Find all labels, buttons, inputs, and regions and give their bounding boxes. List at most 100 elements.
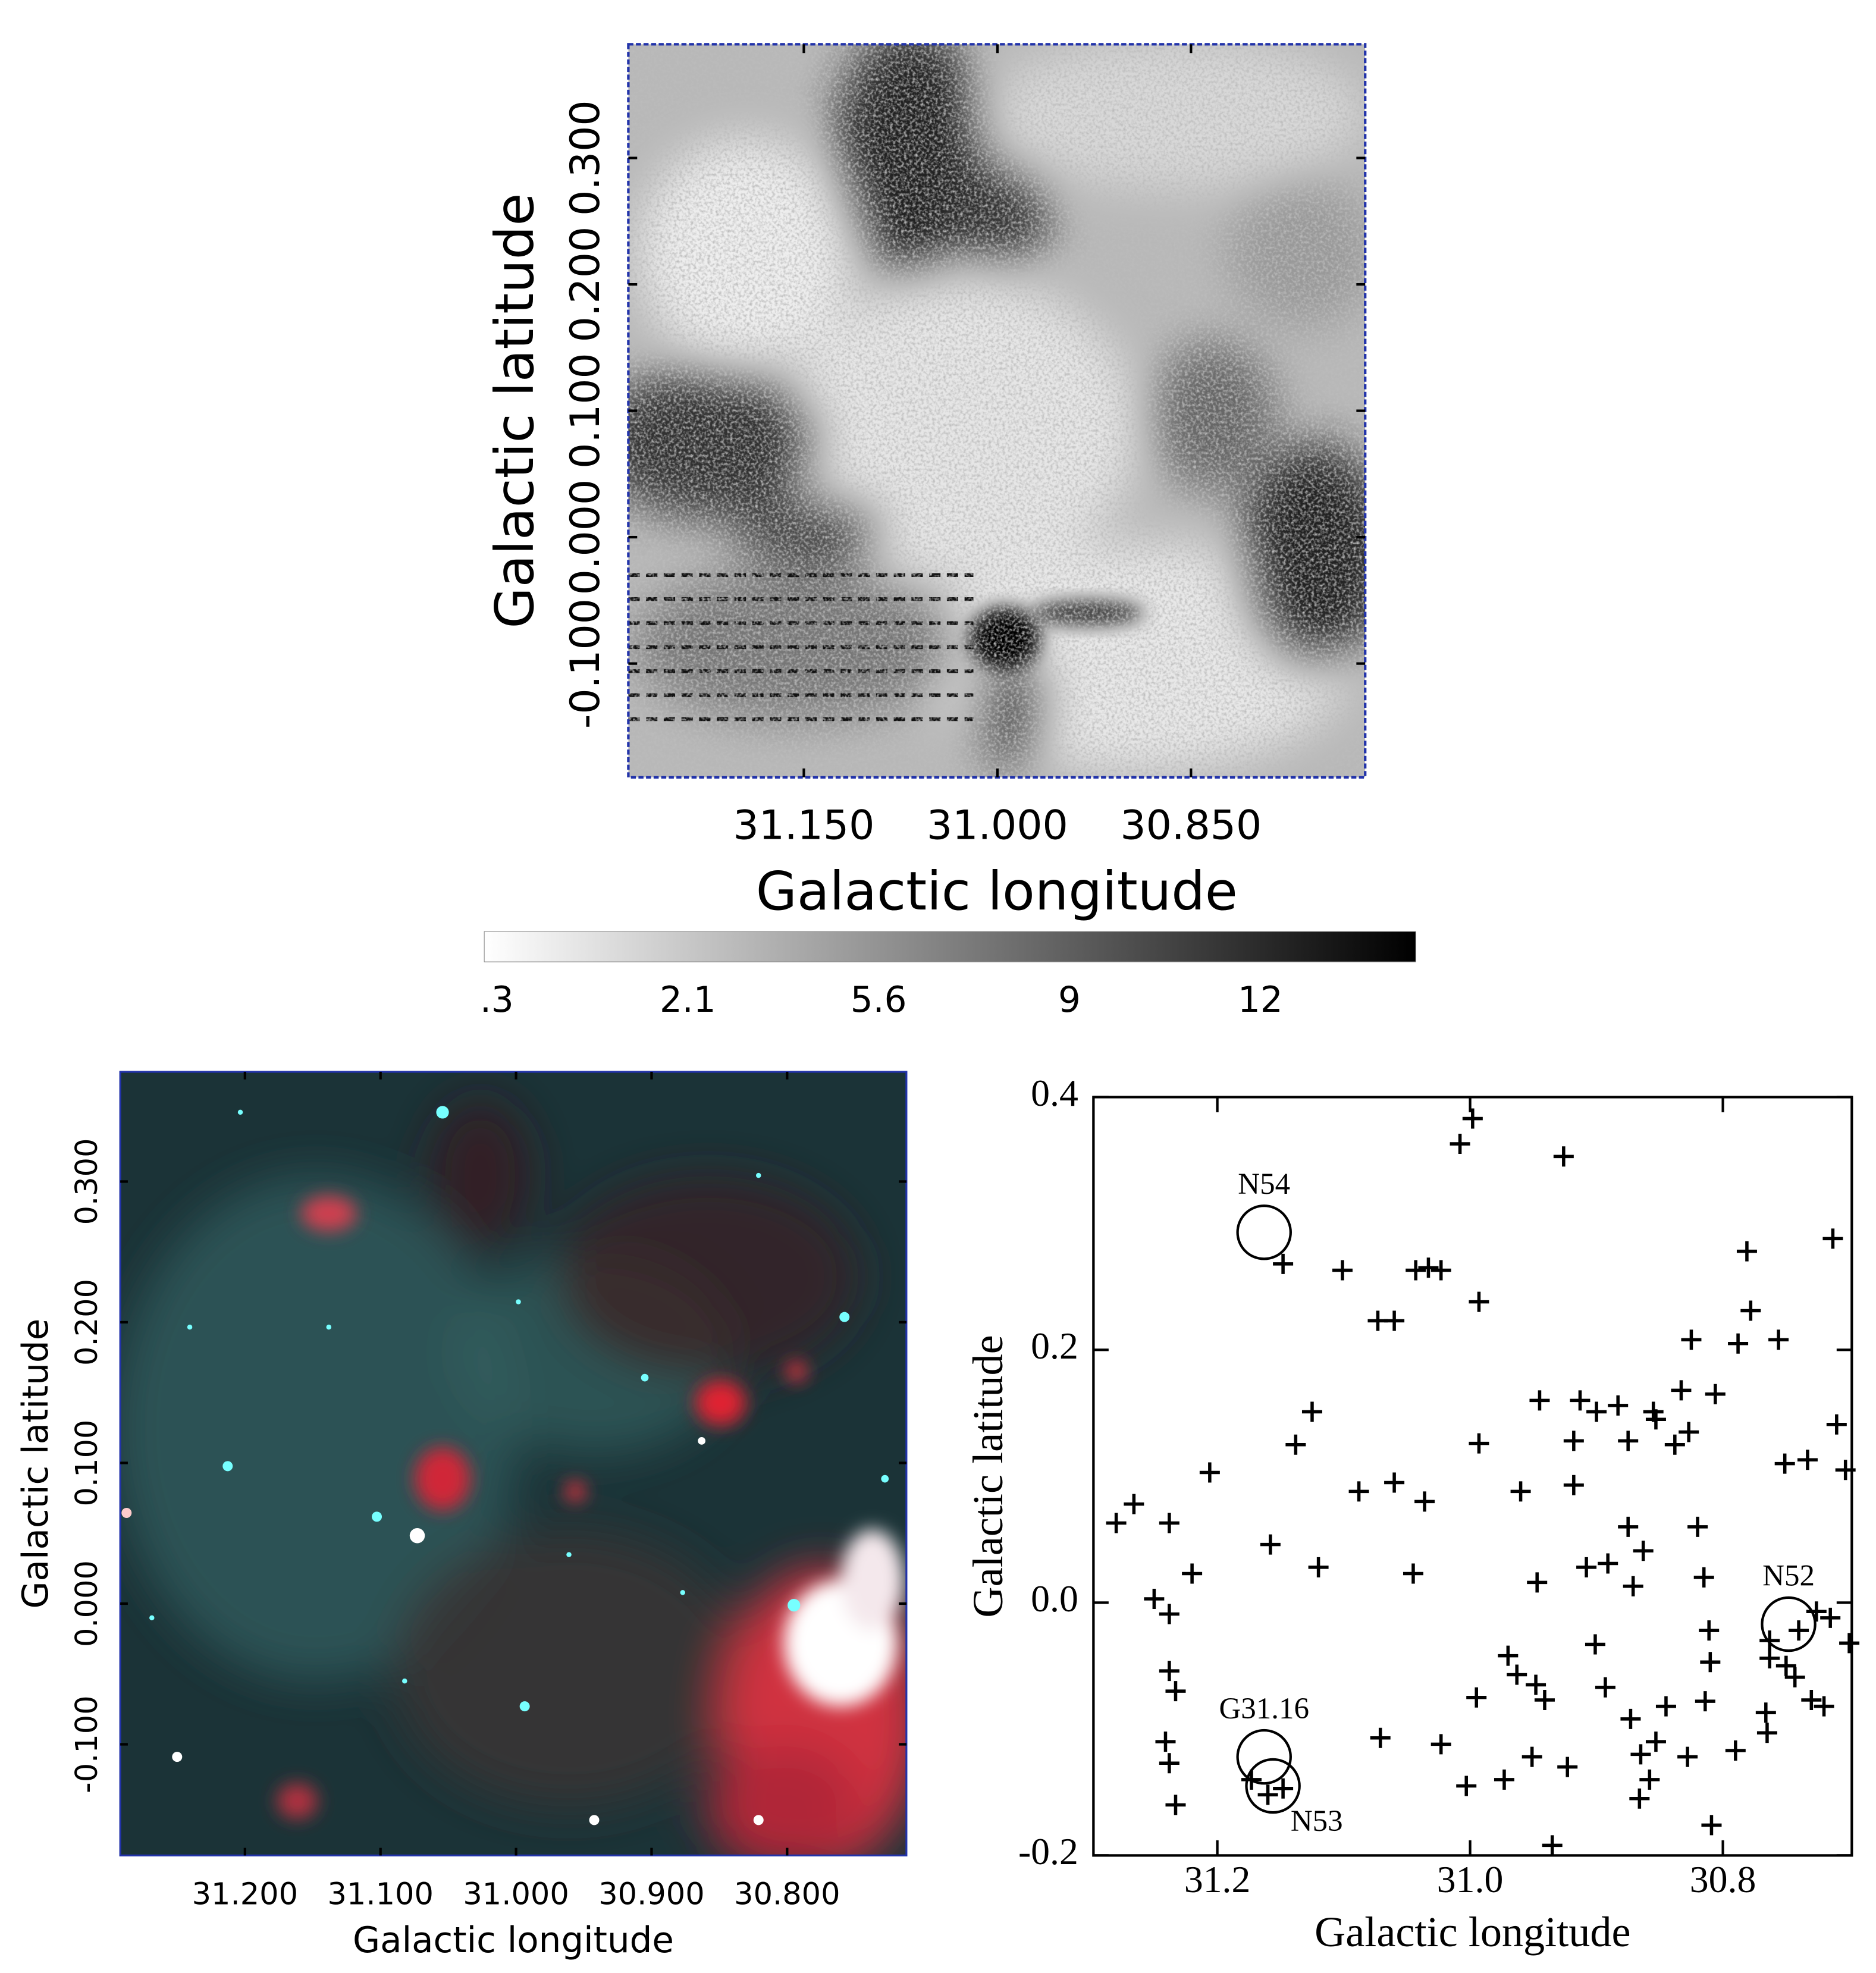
- rgb-image: [120, 1071, 906, 1856]
- region-label: N54: [1238, 1168, 1290, 1201]
- cross-marker: [1664, 1434, 1685, 1455]
- x-tick-label: 31.000: [927, 802, 1068, 849]
- cross-marker: [1595, 1677, 1615, 1698]
- cross-marker: [1257, 1784, 1278, 1805]
- x-tick-label: 31.2: [1184, 1858, 1251, 1900]
- cross-marker: [1348, 1481, 1369, 1502]
- cross-marker: [1784, 1667, 1805, 1687]
- y-tick-label: 0.100: [562, 353, 609, 469]
- plot-frame: [1092, 1096, 1853, 1857]
- y-axis-label: Galactic latitude: [484, 193, 546, 629]
- cross-marker: [1740, 1300, 1761, 1321]
- y-tick-label: 0.4: [1031, 1072, 1078, 1114]
- cross-marker: [1469, 1291, 1489, 1312]
- cross-marker: [1534, 1690, 1555, 1711]
- x-tick-label: 30.800: [734, 1877, 840, 1912]
- y-axis-label: Galactic latitude: [15, 1319, 57, 1609]
- colorbar-label: .3: [480, 980, 514, 1021]
- cross-marker: [1526, 1674, 1546, 1695]
- cross-marker: [1806, 1601, 1827, 1622]
- x-tick-label: 31.150: [733, 802, 875, 849]
- cross-marker: [1260, 1534, 1281, 1555]
- x-tick-label: 30.900: [598, 1877, 704, 1912]
- cross-marker: [1182, 1563, 1203, 1584]
- cross-marker: [1165, 1681, 1186, 1702]
- cross-marker: [1199, 1462, 1220, 1483]
- cross-marker: [1308, 1557, 1329, 1577]
- cross-marker: [1106, 1513, 1127, 1533]
- cross-marker: [1165, 1795, 1186, 1815]
- cross-marker: [1494, 1769, 1514, 1790]
- cross-marker: [1598, 1553, 1618, 1574]
- cross-marker: [1755, 1702, 1776, 1723]
- cross-marker: [1159, 1513, 1179, 1533]
- cross-marker: [1557, 1756, 1578, 1777]
- cross-marker: [1384, 1310, 1405, 1331]
- cross-marker: [1618, 1431, 1639, 1451]
- x-axis-label: Galactic longitude: [1315, 1908, 1631, 1956]
- cross-marker: [1510, 1481, 1531, 1502]
- cross-marker: [1527, 1572, 1548, 1593]
- cross-marker: [1430, 1734, 1451, 1755]
- cross-marker: [1301, 1401, 1322, 1422]
- region-label: G31.16: [1219, 1692, 1309, 1726]
- cross-marker: [1620, 1708, 1641, 1729]
- cross-marker: [1507, 1664, 1527, 1685]
- cross-marker: [1736, 1241, 1757, 1262]
- cross-marker: [1144, 1589, 1165, 1610]
- y-tick-label: 0.300: [70, 1138, 105, 1225]
- cross-marker: [1586, 1401, 1607, 1422]
- cross-marker: [1456, 1776, 1477, 1796]
- cross-marker: [1655, 1696, 1676, 1717]
- cross-marker: [1759, 1648, 1780, 1668]
- cross-marker: [1332, 1260, 1353, 1281]
- cross-marker: [1695, 1691, 1715, 1712]
- cross-marker: [1403, 1563, 1423, 1584]
- cross-marker: [1159, 1661, 1179, 1682]
- cross-marker: [1414, 1491, 1435, 1512]
- colorbar-label: 2.1: [660, 980, 716, 1021]
- cross-marker: [1563, 1475, 1584, 1495]
- cross-marker: [1406, 1260, 1426, 1281]
- cross-marker: [1529, 1390, 1550, 1411]
- colorbar: [484, 931, 1416, 962]
- cross-marker: [1835, 1460, 1856, 1480]
- cross-marker: [1728, 1333, 1749, 1354]
- cross-marker: [1629, 1788, 1650, 1809]
- cross-marker: [1430, 1260, 1451, 1281]
- cross-marker: [1705, 1384, 1726, 1404]
- cross-marker: [1797, 1450, 1818, 1470]
- cross-marker: [1645, 1732, 1666, 1752]
- cross-marker: [1768, 1329, 1789, 1350]
- y-axis-label: Galactic latitude: [964, 1335, 1012, 1617]
- colorbar-label: 12: [1238, 980, 1283, 1021]
- region-circle: [1761, 1596, 1817, 1652]
- y-tick-label: 0.100: [70, 1419, 105, 1506]
- cross-marker: [1801, 1690, 1822, 1711]
- cross-marker: [1570, 1390, 1590, 1411]
- cross-marker: [1618, 1516, 1639, 1537]
- y-tick-label: -0.2: [1018, 1830, 1078, 1872]
- cross-marker: [1630, 1744, 1651, 1765]
- cross-marker: [1701, 1815, 1722, 1836]
- cross-marker: [1466, 1687, 1487, 1708]
- cross-marker: [1839, 1633, 1860, 1654]
- cross-marker: [1789, 1620, 1809, 1641]
- cross-marker: [1370, 1727, 1391, 1748]
- cross-marker: [1418, 1257, 1439, 1278]
- x-axis-label: Galactic longitude: [353, 1920, 674, 1961]
- cross-marker: [1542, 1835, 1563, 1856]
- y-tick-label: 0.2: [1031, 1325, 1078, 1367]
- x-tick-label: 31.000: [463, 1877, 569, 1912]
- cross-marker: [1273, 1778, 1294, 1799]
- x-tick-label: 31.100: [328, 1877, 434, 1912]
- x-tick-label: 31.0: [1437, 1858, 1504, 1900]
- cross-marker: [1725, 1740, 1746, 1761]
- cross-marker: [1159, 1604, 1179, 1624]
- cross-marker: [1679, 1422, 1699, 1442]
- cross-marker: [1553, 1146, 1574, 1167]
- y-tick-label: 0.000: [70, 1560, 105, 1647]
- x-tick-label: 30.850: [1120, 802, 1262, 849]
- cross-marker: [1563, 1431, 1584, 1451]
